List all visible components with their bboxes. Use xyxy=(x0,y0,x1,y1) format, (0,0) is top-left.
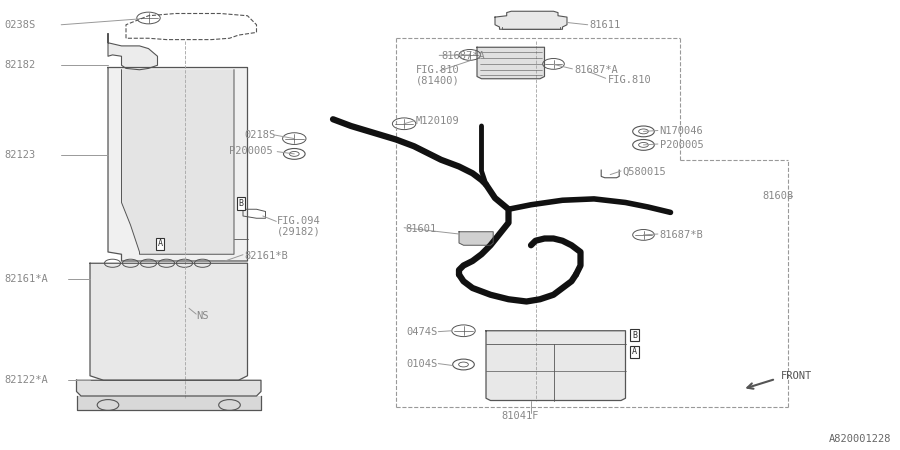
Polygon shape xyxy=(495,11,567,29)
Text: 81608: 81608 xyxy=(762,191,794,201)
Text: P200005: P200005 xyxy=(660,140,704,150)
Text: 81687*A: 81687*A xyxy=(574,65,618,75)
Text: B: B xyxy=(632,331,637,340)
Text: FIG.094: FIG.094 xyxy=(277,216,321,225)
Text: 82182: 82182 xyxy=(4,60,36,70)
Text: (81400): (81400) xyxy=(416,75,460,85)
Text: 81041F: 81041F xyxy=(501,411,539,421)
Text: P200005: P200005 xyxy=(230,146,274,156)
Polygon shape xyxy=(486,331,626,400)
Polygon shape xyxy=(459,232,493,245)
Text: 82122*A: 82122*A xyxy=(4,375,49,385)
Text: 81601: 81601 xyxy=(405,224,436,234)
Text: A820001228: A820001228 xyxy=(829,434,891,444)
Polygon shape xyxy=(76,396,261,410)
Text: 82123: 82123 xyxy=(4,150,36,160)
Polygon shape xyxy=(122,70,234,254)
Text: FIG.810: FIG.810 xyxy=(416,65,460,75)
Polygon shape xyxy=(76,380,261,396)
Text: A: A xyxy=(632,347,637,356)
Text: 0218S: 0218S xyxy=(245,130,276,140)
Text: N170046: N170046 xyxy=(660,126,704,136)
Text: 82161*A: 82161*A xyxy=(4,274,49,284)
Text: FIG.810: FIG.810 xyxy=(608,75,652,85)
Text: 81611: 81611 xyxy=(590,20,621,30)
Text: 0474S: 0474S xyxy=(407,327,438,337)
Text: NS: NS xyxy=(196,311,209,321)
Text: 82161*B: 82161*B xyxy=(245,251,289,261)
Text: Q580015: Q580015 xyxy=(623,167,667,177)
Text: (29182): (29182) xyxy=(277,227,321,237)
Text: M120109: M120109 xyxy=(416,117,460,126)
Text: FRONT: FRONT xyxy=(781,371,813,381)
Polygon shape xyxy=(90,263,248,380)
Text: 81687*B: 81687*B xyxy=(660,230,704,240)
Text: 81687*A: 81687*A xyxy=(441,51,485,61)
Text: A: A xyxy=(158,239,163,248)
Polygon shape xyxy=(477,47,544,79)
Text: 0238S: 0238S xyxy=(4,20,36,30)
Polygon shape xyxy=(108,34,158,70)
Text: 0104S: 0104S xyxy=(407,359,438,369)
Text: B: B xyxy=(238,199,244,208)
Polygon shape xyxy=(108,68,248,261)
